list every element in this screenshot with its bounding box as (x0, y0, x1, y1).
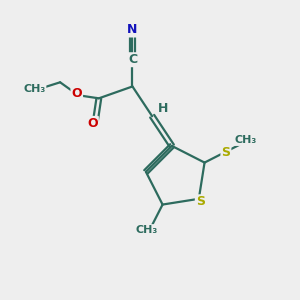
Text: O: O (71, 87, 82, 100)
Text: S: S (221, 146, 230, 159)
Text: N: N (127, 23, 138, 37)
Text: CH₃: CH₃ (235, 135, 257, 145)
Text: C: C (128, 53, 137, 66)
Text: CH₃: CH₃ (23, 84, 46, 94)
Text: H: H (158, 102, 169, 115)
Text: S: S (196, 195, 205, 208)
Text: O: O (87, 117, 98, 130)
Text: CH₃: CH₃ (136, 225, 158, 235)
